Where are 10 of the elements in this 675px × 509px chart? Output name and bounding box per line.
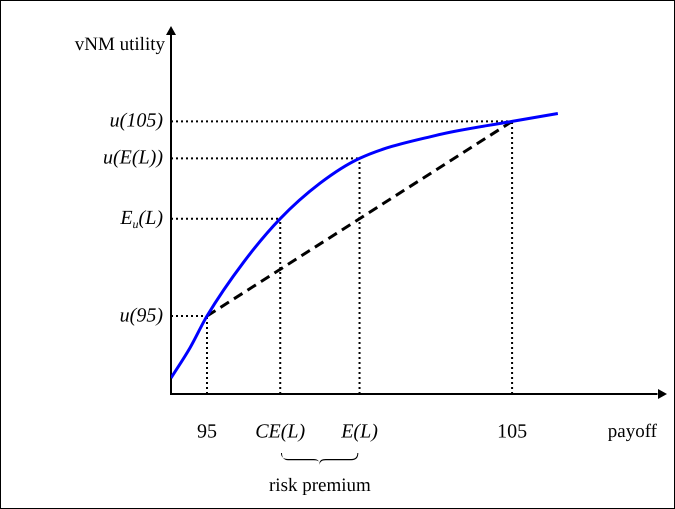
- x-tick-label: 105: [497, 420, 528, 442]
- x-tick-label: E(L): [340, 420, 378, 442]
- x-tick-label: CE(L): [255, 420, 306, 442]
- ref-line-label: u(95): [120, 304, 164, 326]
- text: risk premium: [268, 474, 372, 496]
- x-tick-label: 95: [197, 420, 217, 442]
- y-axis-title: vNM utility: [74, 34, 166, 55]
- ref-line-label: u(105): [110, 110, 164, 132]
- ref-line-label: u(E(L)): [103, 146, 164, 169]
- x-axis-title: payoff: [608, 420, 658, 442]
